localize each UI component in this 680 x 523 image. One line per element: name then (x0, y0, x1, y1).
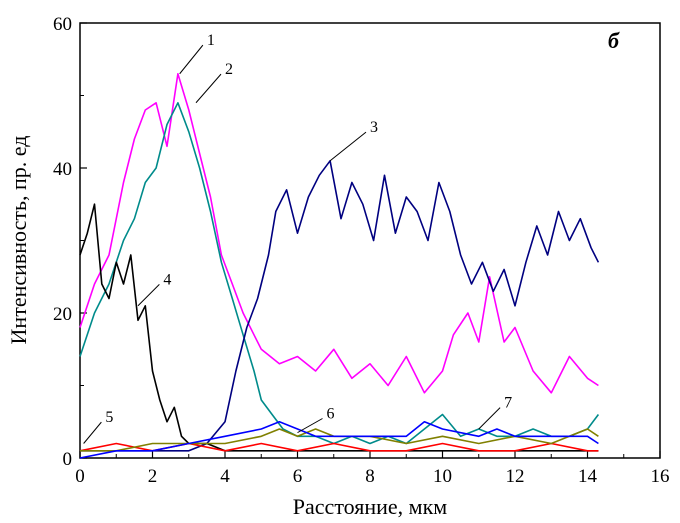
y-tick-label: 0 (63, 449, 73, 470)
annotation-leader-4 (137, 284, 160, 307)
annotation-leader-7 (478, 407, 501, 430)
x-tick-label: 8 (365, 466, 375, 487)
x-tick-label: 4 (220, 466, 230, 487)
series-group (79, 73, 600, 459)
annotation-label-2: 2 (225, 61, 233, 78)
annotation-label-6: 6 (327, 406, 335, 423)
series-line-4 (79, 203, 599, 452)
x-tick-label: 6 (293, 466, 303, 487)
annotation-label-1: 1 (207, 32, 215, 49)
x-tick-label: 2 (148, 466, 158, 487)
series-line-2 (79, 102, 600, 445)
series-line-6 (80, 428, 599, 452)
annotation-leader-2 (195, 73, 222, 104)
annotation-label-3: 3 (370, 119, 378, 136)
annotation-leader-6 (297, 418, 323, 434)
annotation-leader-1 (179, 44, 204, 75)
x-tick-label: 0 (75, 466, 85, 487)
y-axis-title: Интенсивность, пр. ед (6, 136, 31, 345)
annotation-label-7: 7 (504, 395, 512, 412)
x-tick-label: 16 (651, 466, 670, 487)
panel-label: б (608, 28, 620, 53)
annotation-label-5: 5 (105, 409, 113, 426)
annotation-group: 12 3 4 5 6 7 (83, 32, 512, 444)
y-tick-label: 40 (53, 159, 72, 180)
x-tick-label: 14 (578, 466, 598, 487)
annotation-leader-5 (83, 421, 102, 444)
series-line-3 (80, 160, 600, 452)
x-tick-label: 12 (506, 466, 525, 487)
annotation-label-4: 4 (163, 271, 171, 288)
x-axis-title: Расстояние, мкм (293, 494, 447, 519)
series-line-1 (79, 73, 599, 394)
y-tick-label: 20 (53, 304, 72, 325)
plot-frame (79, 22, 661, 459)
series-line-7 (79, 420, 599, 459)
x-tick-label: 10 (433, 466, 452, 487)
annotation-leader-3 (329, 131, 367, 162)
y-tick-label: 60 (53, 14, 72, 35)
